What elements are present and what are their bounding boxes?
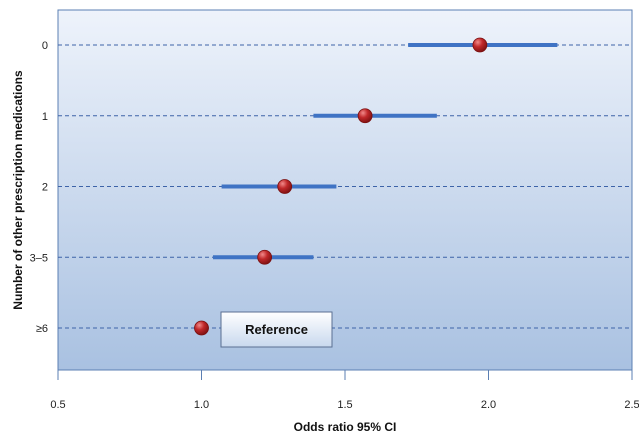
- plot-area: [57, 9, 633, 371]
- odds-ratio-point: [257, 249, 273, 265]
- x-tick-label: 1.5: [337, 399, 352, 411]
- odds-ratio-point: [277, 179, 293, 194]
- y-tick-label: 0: [42, 40, 48, 52]
- reference-label: Reference: [245, 322, 308, 337]
- y-tick-label: 1: [42, 111, 48, 123]
- y-tick-label: 3–5: [30, 252, 48, 264]
- x-tick-label: 1.0: [194, 399, 209, 411]
- y-tick-label: 2: [42, 182, 48, 194]
- x-axis-title: Odds ratio 95% CI: [294, 420, 397, 434]
- odds-ratio-points: [194, 37, 488, 336]
- y-tick-label: ≥6: [36, 323, 48, 335]
- reference-box-frame: [220, 311, 333, 348]
- odds-ratio-point: [357, 108, 373, 124]
- x-tick-label: 2.0: [481, 399, 496, 411]
- odds-ratio-point: [472, 37, 488, 53]
- x-ticks: 0.5 1.0 1.5 2.0 2.5: [50, 370, 639, 411]
- odds-ratio-point: [194, 320, 209, 336]
- y-axis-title: Number of other prescription medications: [11, 70, 25, 310]
- x-tick-label: 0.5: [50, 399, 65, 411]
- y-tick-labels: 0 1 2 3–5 ≥6: [30, 40, 48, 335]
- x-tick-label: 2.5: [624, 399, 639, 411]
- reference-box: Reference: [220, 311, 333, 348]
